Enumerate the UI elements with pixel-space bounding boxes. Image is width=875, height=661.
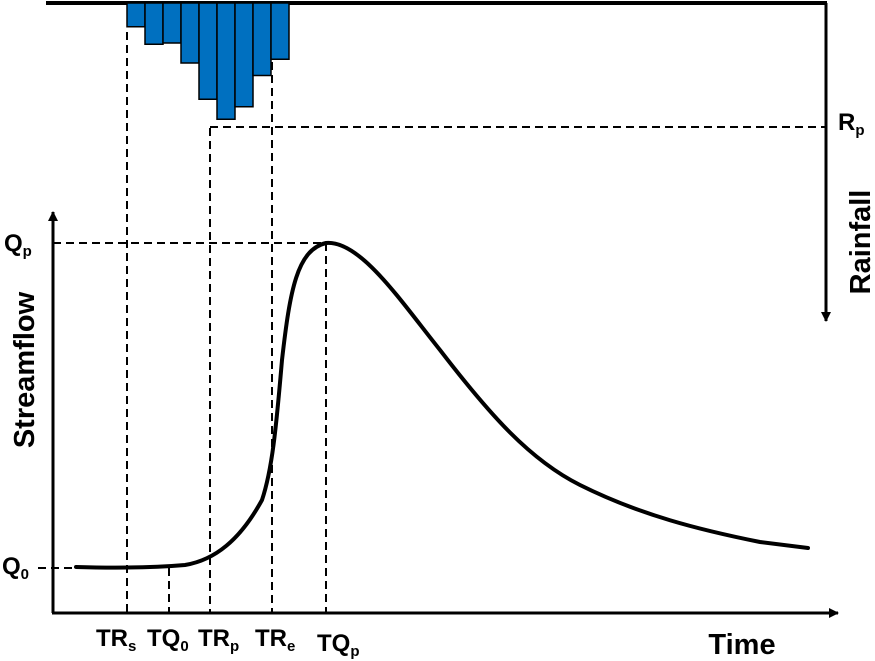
rainfall-bar bbox=[198, 2, 218, 100]
rainfall-bar bbox=[252, 2, 272, 77]
tre-label: TRe bbox=[255, 625, 295, 655]
rainfall-bar bbox=[144, 2, 164, 45]
hydrograph-curve bbox=[74, 240, 810, 570]
q0-label: Q0 bbox=[2, 553, 29, 583]
streamflow-label: Streamflow bbox=[9, 291, 41, 448]
rainfall-bar bbox=[234, 2, 254, 108]
rainfall-bar bbox=[216, 2, 236, 120]
tq0-label: TQ0 bbox=[147, 625, 189, 655]
trs-label: TRs bbox=[96, 625, 136, 655]
rainfall-bar bbox=[270, 2, 290, 60]
trp-label: TRp bbox=[198, 625, 239, 655]
rainfall-bar bbox=[162, 2, 182, 44]
rainfall-bars bbox=[126, 2, 290, 120]
rp-label: Rp bbox=[838, 109, 865, 139]
rainfall-bar bbox=[126, 2, 146, 28]
time-label: Time bbox=[708, 629, 775, 661]
rainfall-bar bbox=[180, 2, 200, 64]
rainfall-label: Rainfall bbox=[845, 190, 875, 295]
tqp-label: TQp bbox=[317, 630, 360, 660]
qp-label: Qp bbox=[4, 230, 32, 260]
